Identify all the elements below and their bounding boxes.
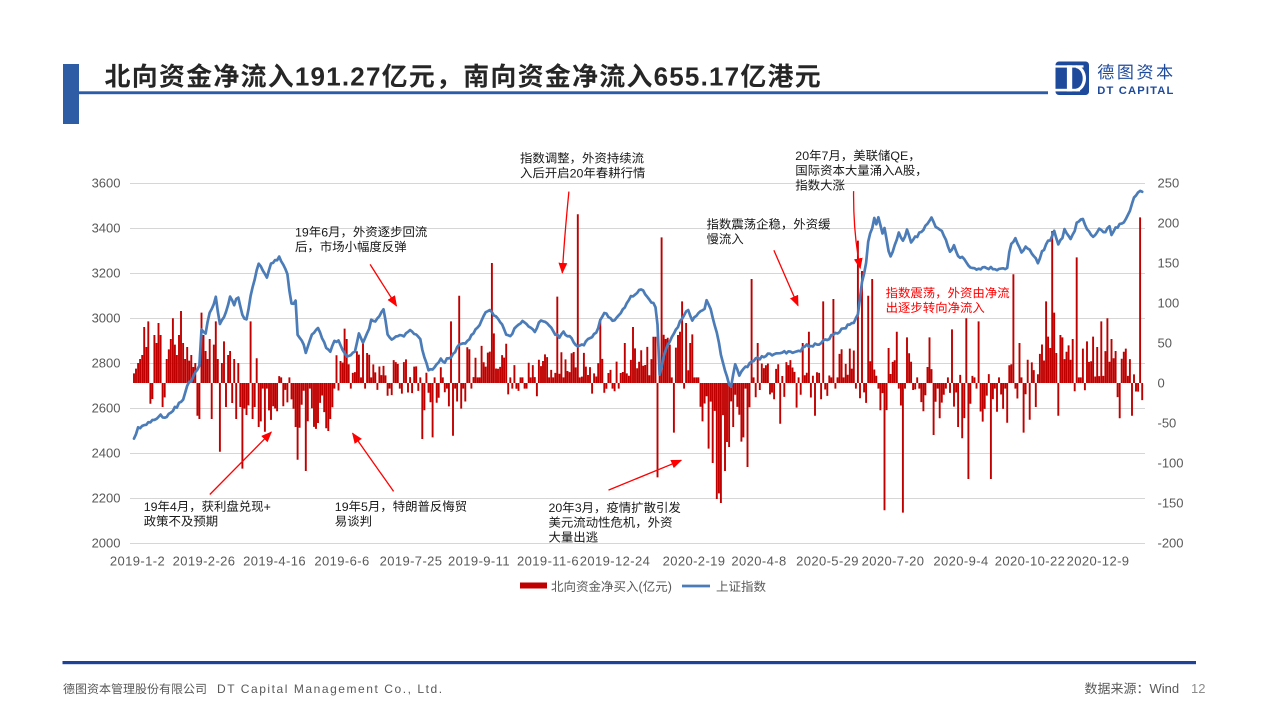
svg-text:2019-4-16: 2019-4-16 [243,554,306,569]
svg-text:2019-9-11: 2019-9-11 [448,554,510,569]
svg-text:19: 19 [144,500,158,514]
svg-text:2020-2-19: 2020-2-19 [663,554,726,569]
svg-text:-150: -150 [1158,496,1184,511]
svg-text:-100: -100 [1158,456,1184,471]
svg-text:200: 200 [1158,216,1180,231]
svg-text:5: 5 [361,500,368,514]
svg-text:2019-7-25: 2019-7-25 [380,554,443,569]
svg-text:2019-11-6: 2019-11-6 [517,554,579,569]
svg-text:150: 150 [1158,256,1180,271]
svg-text:3000: 3000 [92,311,121,326]
svg-text:0: 0 [1158,376,1165,391]
svg-text:2020-4-8: 2020-4-8 [731,554,786,569]
svg-text:2019-12-24: 2019-12-24 [580,554,651,569]
svg-text:50: 50 [1158,336,1172,351]
svg-text:(: ( [639,580,644,594]
svg-text:-50: -50 [1158,416,1177,431]
svg-text:2000: 2000 [92,536,121,551]
svg-text:): ) [668,580,672,594]
svg-text:4: 4 [170,500,177,514]
svg-text:19: 19 [335,500,349,514]
svg-text:2020-12-9: 2020-12-9 [1067,554,1130,569]
svg-text:20: 20 [570,166,584,180]
svg-text:2019-6-6: 2019-6-6 [314,554,369,569]
svg-text:A: A [895,164,904,178]
svg-text:Wind: Wind [1150,681,1180,696]
svg-text:19: 19 [295,225,309,239]
svg-text:2800: 2800 [92,356,121,371]
svg-text:2020-9-4: 2020-9-4 [933,554,988,569]
svg-text:2600: 2600 [92,401,121,416]
svg-text:250: 250 [1158,176,1180,191]
svg-text:12: 12 [1191,681,1205,696]
svg-text:2020-7-20: 2020-7-20 [862,554,925,569]
svg-text:DT CAPITAL: DT CAPITAL [1097,85,1174,97]
svg-text:2200: 2200 [92,491,121,506]
svg-text:100: 100 [1158,296,1180,311]
svg-text:2020-5-29: 2020-5-29 [796,554,859,569]
svg-text:QE: QE [890,149,908,163]
svg-text:3400: 3400 [92,221,121,236]
svg-text:-200: -200 [1158,536,1184,551]
svg-text:3: 3 [575,501,582,515]
svg-text:20: 20 [549,501,563,515]
svg-text:+: + [264,500,271,514]
svg-text:191.27: 191.27 [295,62,382,92]
svg-text:3200: 3200 [92,266,121,281]
svg-text:3600: 3600 [92,176,121,191]
svg-text:2019-1-2: 2019-1-2 [110,554,165,569]
svg-text:DT Capital Management Co., Lt: DT Capital Management Co., Ltd. [217,682,444,696]
svg-text:20: 20 [795,149,809,163]
svg-text:2400: 2400 [92,446,121,461]
svg-text:6: 6 [321,225,328,239]
svg-text:2019-2-26: 2019-2-26 [173,554,236,569]
svg-text:655.17: 655.17 [654,62,741,92]
svg-text:2020-10-22: 2020-10-22 [995,554,1066,569]
svg-text:7: 7 [822,149,829,163]
